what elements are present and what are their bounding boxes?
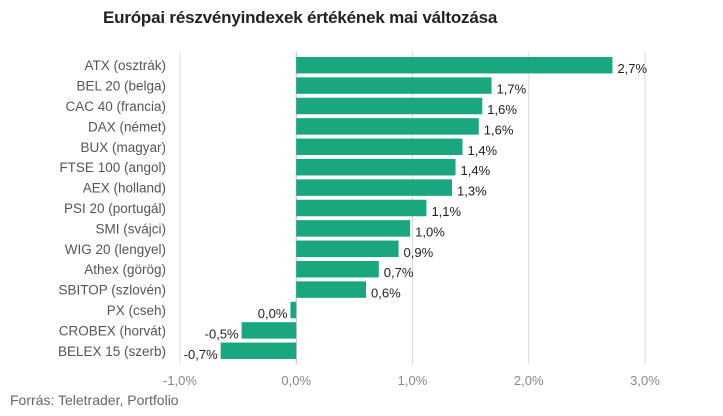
category-label: BELEX 15 (szerb)	[58, 344, 166, 359]
bar-ftse-100-angol	[296, 158, 456, 176]
labels: -1,0% 0,0% 1,0% 2,0% 3,0% ATX (osztrák) 2,7% BE…	[58, 58, 660, 388]
value-label: 2,7%	[617, 61, 647, 76]
bars	[220, 56, 613, 360]
category-label: BEL 20 (belga)	[76, 79, 166, 94]
category-label: CROBEX (horvát)	[59, 323, 166, 338]
category-label: FTSE 100 (angol)	[59, 160, 166, 175]
value-label: 1,6%	[487, 102, 517, 117]
x-tick-label: 3,0%	[630, 373, 660, 388]
bar-wig-20-lengyel	[296, 240, 399, 258]
value-label: 1,4%	[461, 163, 491, 178]
bar-smi-svajci	[296, 220, 411, 237]
category-label: CAC 40 (francia)	[65, 99, 166, 114]
bar-aex-holland	[296, 179, 453, 196]
x-tick-label: 1,0%	[398, 373, 428, 388]
value-label: 0,7%	[384, 265, 414, 280]
value-label: 0,9%	[404, 245, 434, 260]
category-label: ATX (osztrák)	[84, 58, 166, 73]
bar-bux-magyar	[296, 138, 463, 156]
bar-bel-20-belga	[296, 77, 492, 94]
category-label: Athex (görög)	[84, 262, 166, 277]
bar-px-cseh	[290, 301, 297, 319]
bar-atx-osztrak	[296, 56, 613, 74]
x-tick-label: 0,0%	[281, 373, 311, 388]
value-label: 1,6%	[484, 122, 514, 137]
x-tick-label: -1,0%	[163, 373, 197, 388]
value-label: -0,7%	[184, 347, 218, 362]
category-label: SMI (svájci)	[96, 221, 167, 236]
category-label: PSI 20 (portugál)	[64, 201, 166, 216]
value-label: 1,0%	[415, 224, 445, 239]
category-label: WIG 20 (lengyel)	[65, 242, 166, 257]
value-label: -0,5%	[205, 326, 239, 341]
value-label: 1,7%	[497, 82, 527, 97]
value-label: 1,4%	[467, 143, 497, 158]
value-label: 1,1%	[431, 204, 461, 219]
value-label: 0,6%	[371, 286, 401, 301]
bar-psi-20-portugal	[296, 199, 427, 217]
bar-sbitop-szloven	[296, 281, 366, 298]
category-label: AEX (holland)	[83, 181, 166, 196]
bar-athex-gorog	[296, 260, 379, 278]
source-note: Forrás: Teletrader, Portfolio	[10, 392, 179, 408]
value-label: 0,0%	[258, 306, 288, 321]
x-tick-label: 2,0%	[514, 373, 544, 388]
bar-belex-15-szerb	[220, 342, 297, 360]
category-label: BUX (magyar)	[80, 140, 166, 155]
category-label: SBITOP (szlovén)	[58, 283, 166, 298]
bar-cac-40-francia	[296, 97, 483, 115]
chart-title: Európai részvényindexek értékének mai vá…	[103, 8, 498, 27]
bar-dax-nemet	[296, 118, 479, 135]
value-label: 1,3%	[457, 184, 487, 199]
category-label: PX (cseh)	[107, 303, 166, 318]
bar-crobex-horvat	[241, 322, 297, 339]
category-label: DAX (német)	[88, 119, 166, 134]
